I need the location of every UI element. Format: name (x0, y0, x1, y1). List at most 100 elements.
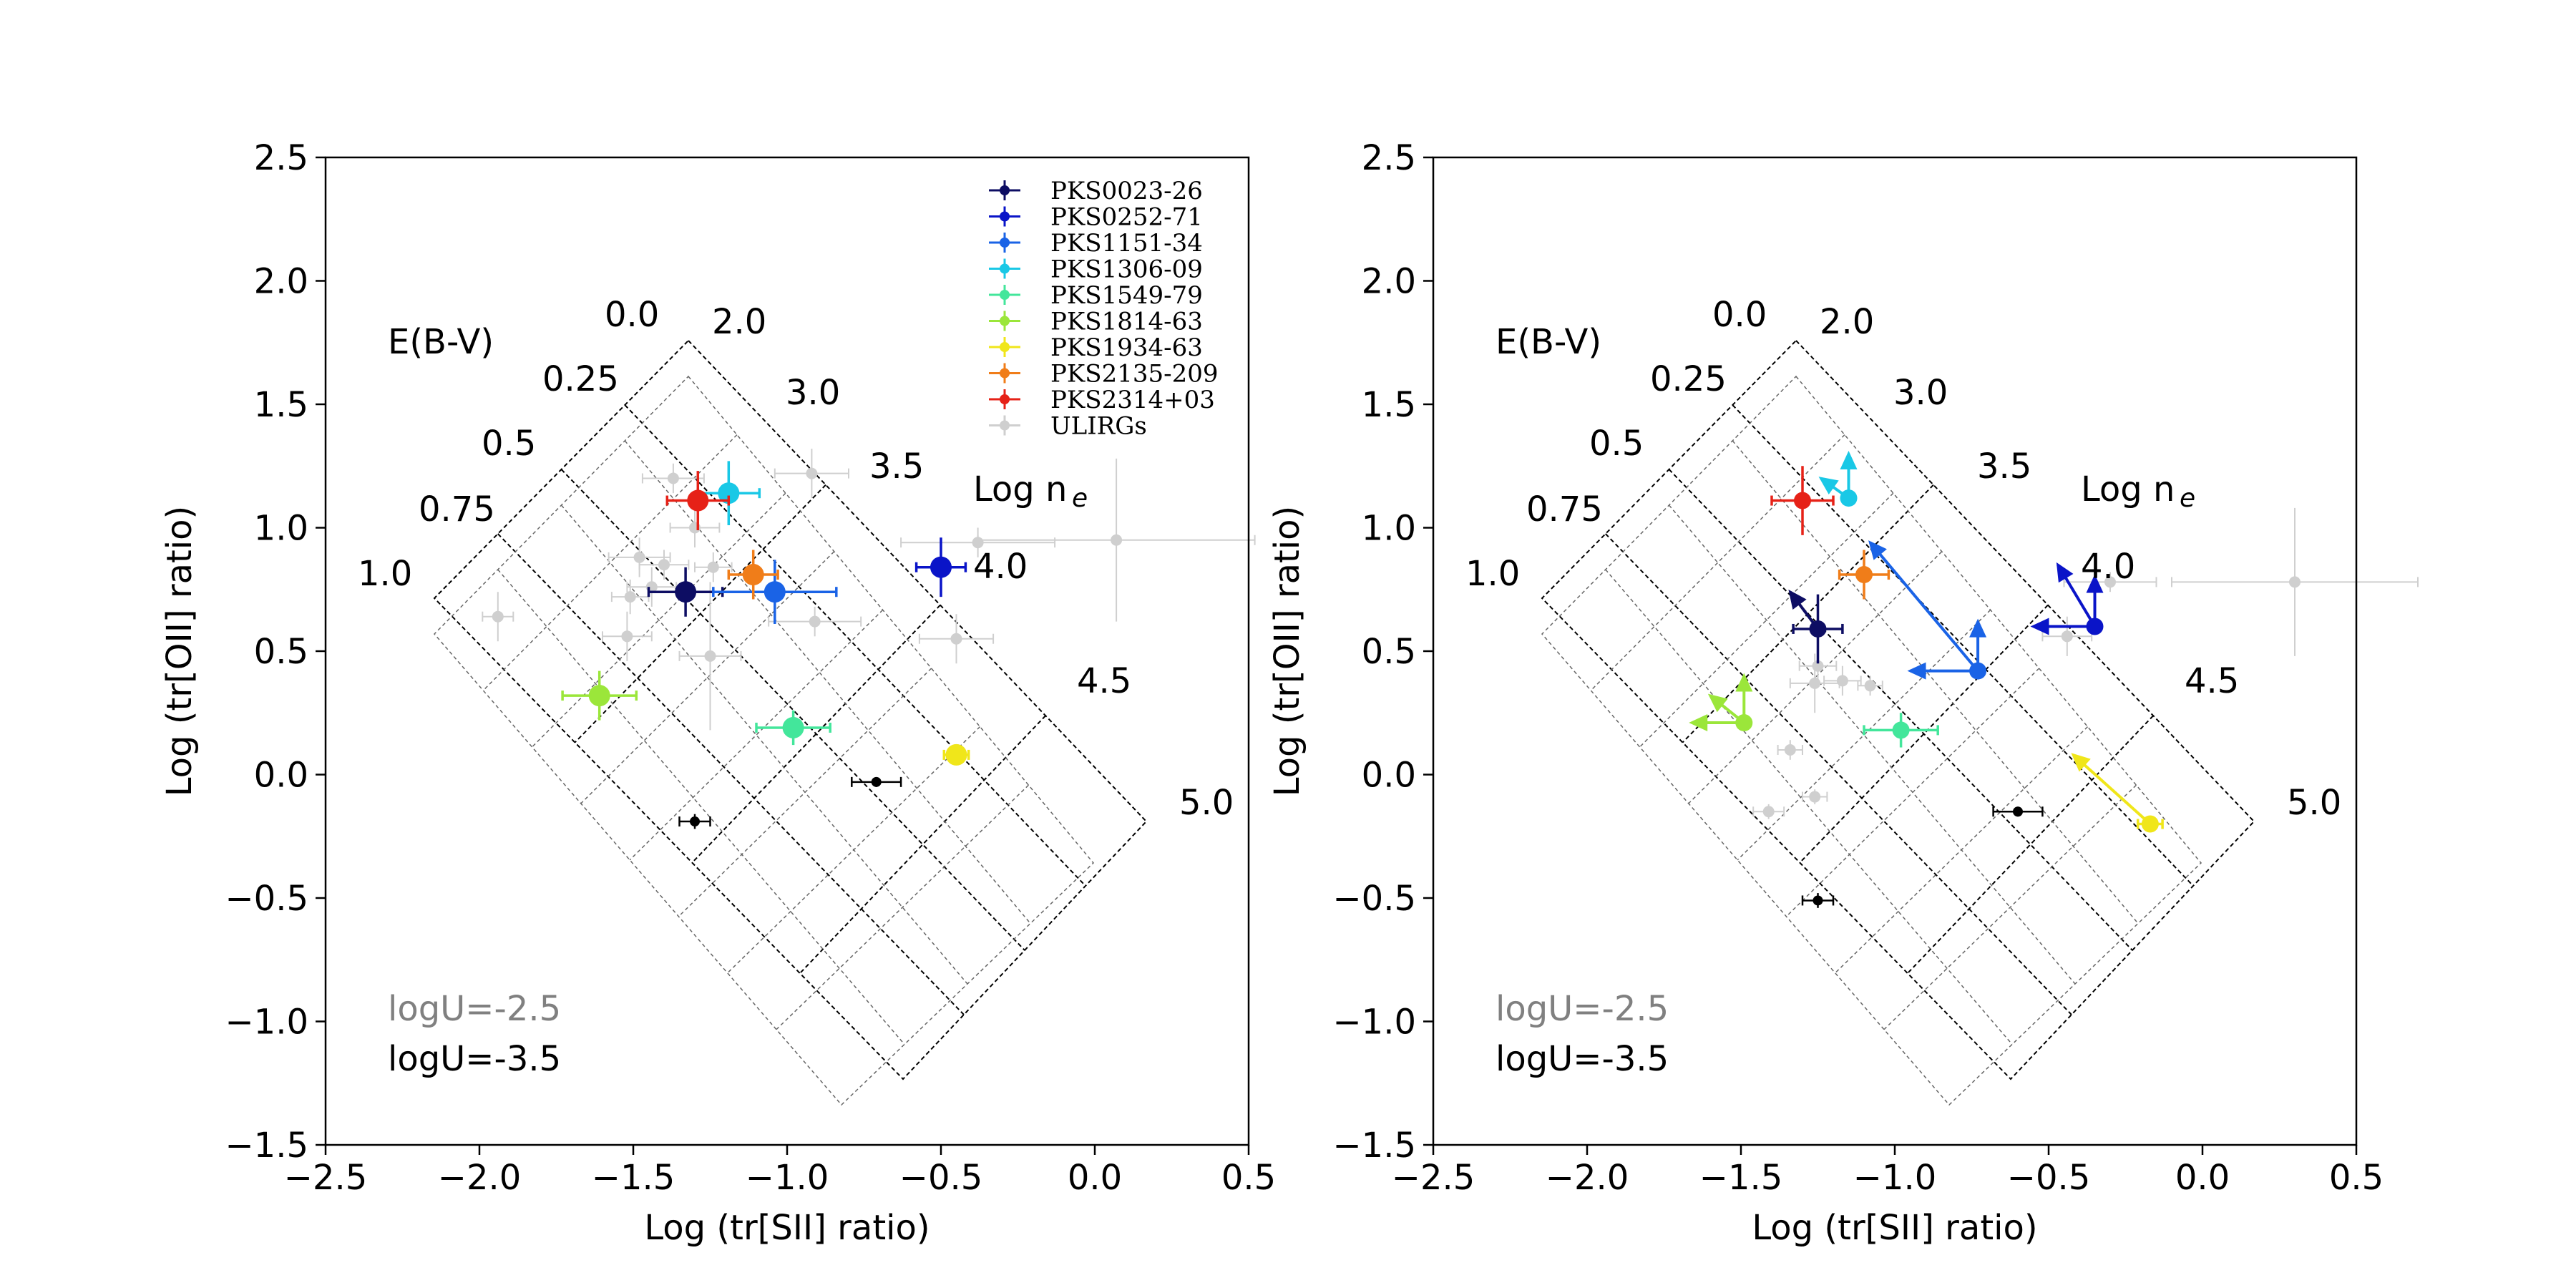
point-pks1934-63 (2141, 815, 2159, 833)
limit-arrow-head (2030, 618, 2049, 635)
grid-grey-ne-line (1883, 784, 2137, 1030)
panel-left: −2.5 −2.0 −1.5 −1.0 −0.5 0.0 0.5 −1.5 −1.0 −0.5 0.… (160, 138, 1276, 1248)
ulirg-point (1809, 791, 1821, 803)
ne-label: 3.0 (1893, 373, 1948, 413)
ulirg-point (1784, 744, 1796, 756)
limit-arrow-head (1788, 589, 1807, 610)
legend-swatch-marker (1000, 420, 1010, 431)
grid-grey-ne-line (580, 551, 835, 804)
ebv-label: 0.5 (1589, 424, 1644, 464)
grid-grey-ne-line (1737, 609, 1991, 861)
x-tick-label: −2.5 (1392, 1158, 1475, 1198)
ulirg-point (667, 472, 679, 484)
ulirg-point (950, 633, 962, 645)
grid-outer-grey (1541, 375, 2202, 1106)
ulirg-point (2104, 576, 2116, 588)
ebv-label: 1.0 (358, 554, 412, 594)
y-tick-label: 1.0 (254, 509, 308, 549)
ulirg-point (1836, 675, 1848, 687)
y-axis-label: Log (tr[OII] ratio) (160, 506, 200, 796)
grid-grey-ebv-line (560, 504, 968, 985)
grid-grey-ne-line (1639, 492, 1894, 748)
ulirg-point (658, 559, 670, 571)
diagnostic-grid (433, 339, 1148, 1106)
y-tick-label: 1.5 (1362, 385, 1416, 425)
grid-grey-ne-line (629, 609, 884, 861)
ulirg-point (1111, 534, 1123, 546)
legend-label: PKS0252-71 (1050, 203, 1203, 232)
black-points (678, 776, 902, 829)
x-tick-label: −2.0 (1546, 1158, 1629, 1198)
y-tick-label: 0.5 (1362, 632, 1416, 672)
legend-label: PKS1934-63 (1050, 333, 1203, 362)
ne-label: 4.5 (2185, 661, 2239, 701)
legend-label: PKS1549-79 (1050, 281, 1203, 310)
grid-ne-line (1907, 715, 2154, 974)
ebv-label: 0.5 (482, 424, 536, 464)
limit-arrow-head (1689, 714, 1708, 732)
x-axis-label: Log (tr[SII] ratio) (644, 1208, 930, 1248)
grid-ebv-line (1668, 469, 2133, 951)
ulirg-point (492, 610, 504, 623)
x-tick-label: −1.5 (1699, 1158, 1783, 1198)
point-pks2314+03 (687, 489, 709, 512)
legend: PKS0023-26PKS0252-71PKS1151-34PKS1306-09… (989, 177, 1218, 441)
ne-label: 3.5 (869, 447, 924, 487)
point-pks0252-71 (2086, 618, 2104, 635)
grid-ne-line (691, 604, 941, 864)
y-tick-label: 1.5 (254, 385, 308, 425)
ulirg-point (806, 467, 818, 479)
ne-label: 4.5 (1077, 661, 1131, 701)
x-tick-label: 0.5 (2329, 1158, 2384, 1198)
ulirg-point (1762, 806, 1775, 818)
ulirg-point (621, 630, 633, 643)
ebv-label: 0.75 (1526, 489, 1603, 530)
limit-arrow-head (1735, 673, 1753, 692)
grid-outer-grey (433, 375, 1095, 1106)
limit-arrow-head (1707, 693, 1728, 713)
ebv-label: 1.0 (1465, 554, 1520, 594)
grid-ne-line (574, 484, 826, 743)
point-pks1306-09 (1840, 489, 1858, 507)
x-tick-label: −2.0 (438, 1158, 522, 1198)
y-tick-label: −1.5 (225, 1126, 308, 1166)
panel-right: −2.5 −2.0 −1.5 −1.0 −0.5 0.0 0.5 −1.5 −1.0 −0.5 0.… (1267, 138, 2419, 1248)
ebv-label: 0.0 (605, 295, 659, 335)
ulirg-point (809, 615, 821, 628)
legend-label: PKS1306-09 (1050, 255, 1203, 284)
grid-ne-line (799, 715, 1046, 974)
limit-arrow-head (2056, 562, 2074, 583)
x-tick-label: −1.0 (746, 1158, 829, 1198)
x-tick-label: 0.0 (2175, 1158, 2230, 1198)
ulirg-point (707, 561, 719, 573)
ebv-title: E(B-V) (1496, 322, 1601, 362)
ebv-label: 0.75 (419, 489, 495, 530)
limit-arrow-shaft (2072, 753, 2152, 825)
limit-arrow-head (1840, 451, 1858, 469)
x-axis-label: Log (tr[SII] ratio) (1752, 1208, 2037, 1248)
ne-title: Log n (2081, 469, 2175, 509)
ulirg-point (624, 591, 636, 603)
limit-arrow-head (1818, 477, 1839, 495)
legend-swatch-marker (1000, 394, 1010, 404)
grid-ne-line (1799, 604, 2049, 864)
legend-swatch-marker (1000, 316, 1010, 326)
grid-ebv-line (1732, 404, 2194, 887)
ebv-label: 0.0 (1712, 295, 1767, 335)
y-tick-label: 2.0 (254, 262, 308, 302)
point-pks1306-09 (718, 482, 740, 504)
grid-grey-ne-line (1688, 551, 1943, 804)
legend-swatch-marker (1000, 185, 1010, 195)
legend-swatch-marker (1000, 238, 1010, 248)
black-point (690, 816, 700, 827)
x-tick-label: −0.5 (899, 1158, 983, 1198)
logu-high-label: logU=-2.5 (388, 989, 561, 1029)
point-pks2135-209 (742, 564, 764, 586)
limit-arrow-head (1969, 618, 1987, 638)
x-tick-label: −0.5 (2007, 1158, 2091, 1198)
grid-grey-ebv-line (497, 569, 905, 1045)
black-points (1801, 806, 2044, 908)
point-pks1814-63 (1735, 714, 1753, 732)
ne-title: Log n (973, 469, 1067, 509)
